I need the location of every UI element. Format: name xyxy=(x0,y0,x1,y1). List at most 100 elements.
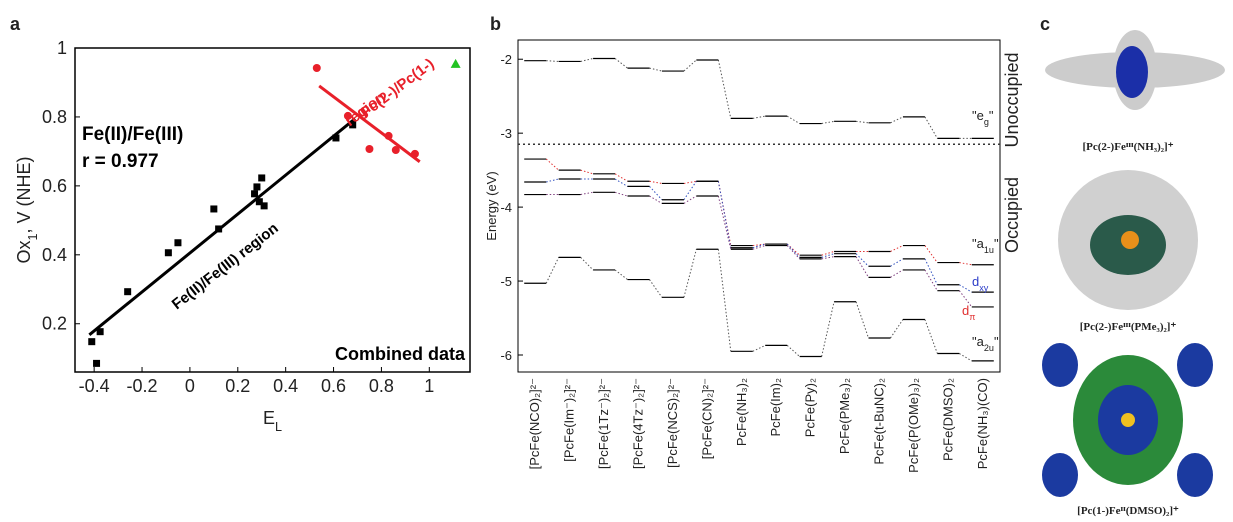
connector xyxy=(924,245,938,263)
point xyxy=(96,328,104,336)
level-label-part: d xyxy=(962,303,969,318)
y-axis-label-part: 1 xyxy=(26,233,40,240)
molecule-2 xyxy=(1058,170,1198,310)
connector xyxy=(580,191,594,196)
connector xyxy=(924,319,938,354)
x-axis-label-part: L xyxy=(275,420,282,434)
connector xyxy=(683,195,697,204)
panel-label: a xyxy=(10,14,21,34)
connector xyxy=(649,195,663,204)
panel-label: c xyxy=(1040,14,1050,34)
category-label: [PcFe(1Tz⁻)₂]²⁻ xyxy=(596,378,611,469)
connector xyxy=(890,258,904,267)
level-label: "a1u" xyxy=(972,236,999,255)
y-tick-label: -5 xyxy=(500,274,512,289)
connector xyxy=(786,245,801,260)
y-tick-label: 0.4 xyxy=(42,245,67,265)
y-tick-label: 0.6 xyxy=(42,176,67,196)
category-label: PcFe(PMe₃)₂ xyxy=(837,378,852,454)
connector xyxy=(924,269,938,291)
x-tick-label: 0.8 xyxy=(369,376,394,396)
point xyxy=(88,338,96,346)
connector xyxy=(821,253,835,258)
fit-line xyxy=(88,117,357,336)
connector xyxy=(649,67,663,72)
category-label: [PcFe(NCO)₂]²⁻ xyxy=(527,378,542,469)
level-label-part: " xyxy=(994,334,999,349)
connector xyxy=(855,253,869,267)
point xyxy=(251,190,259,198)
annotation: r = 0.977 xyxy=(82,151,159,172)
connector xyxy=(717,181,732,248)
connector xyxy=(649,180,663,184)
point xyxy=(255,198,263,206)
level-label-part: d xyxy=(972,274,979,289)
connector xyxy=(890,319,904,339)
connector xyxy=(717,249,732,352)
connector xyxy=(752,344,766,352)
connector xyxy=(786,243,800,256)
level-label: dπ xyxy=(962,303,976,322)
caption: [Pc(2-)Feᴵᴵᴵ(PMe₃)₂]⁺ xyxy=(1080,321,1177,333)
level-label-part: "e xyxy=(972,108,984,123)
category-label: [PcFe(NCS)₂]²⁻ xyxy=(665,378,680,468)
connector xyxy=(821,120,835,125)
y-axis-label-part: , V (NHE) xyxy=(14,156,34,233)
connector xyxy=(683,180,697,184)
x-tick-label: 0.2 xyxy=(225,376,250,396)
connector xyxy=(855,256,869,278)
connector xyxy=(683,249,697,298)
connector xyxy=(821,250,835,256)
molecule-1 xyxy=(1045,30,1225,110)
point xyxy=(164,249,172,257)
level-label: "a2u" xyxy=(972,334,999,353)
connector xyxy=(614,58,628,69)
category-label: PcFe(DMSO)₂ xyxy=(940,378,955,461)
connector xyxy=(924,258,938,285)
connector xyxy=(752,243,766,249)
connector xyxy=(856,120,869,124)
category-label: [PcFe(Im⁻)₂]²⁻ xyxy=(562,378,577,462)
region-label: Unoccupied xyxy=(1002,52,1022,147)
point xyxy=(450,58,461,68)
point xyxy=(93,359,101,367)
y-axis-label: Energy (eV) xyxy=(484,171,499,240)
point xyxy=(349,121,357,129)
fit-line xyxy=(318,84,421,163)
y-tick-label: 0.2 xyxy=(42,314,67,334)
category-label: [PcFe(4Tz⁻)₂]²⁻ xyxy=(631,378,646,469)
point xyxy=(410,149,419,158)
y-tick-label: 0.8 xyxy=(42,107,67,127)
category-label: PcFe(Py)₂ xyxy=(803,378,818,437)
annotation: Fe(II)/Fe(III) region xyxy=(169,220,282,313)
level-label-part: 2u xyxy=(984,343,994,353)
connector xyxy=(580,57,594,62)
point xyxy=(210,205,218,213)
level-label-part: g xyxy=(984,117,989,127)
connector xyxy=(580,169,594,175)
annotation: Fe(II)/Fe(III) xyxy=(82,124,183,145)
point xyxy=(384,131,393,140)
y-tick-label: -3 xyxy=(500,126,512,141)
connector xyxy=(683,180,697,200)
connector xyxy=(649,279,663,298)
connector xyxy=(890,245,904,252)
point xyxy=(312,63,321,72)
category-label: PcFe(P(OMe)₃)₂ xyxy=(906,378,921,473)
y-tick-label: -2 xyxy=(500,52,512,67)
x-tick-label: -0.2 xyxy=(127,376,158,396)
molecule-images xyxy=(1042,30,1225,497)
connector xyxy=(786,115,800,124)
molecule-3 xyxy=(1042,343,1213,497)
connector xyxy=(959,353,973,362)
connector xyxy=(546,178,559,183)
level-label: dxy xyxy=(972,274,989,293)
point xyxy=(343,111,352,120)
connector xyxy=(545,158,559,171)
connector xyxy=(580,257,594,271)
category-label: PcFe(Im)₂ xyxy=(768,378,783,437)
connector xyxy=(890,116,904,124)
connector xyxy=(786,345,800,357)
y-tick-label: -4 xyxy=(500,200,512,215)
